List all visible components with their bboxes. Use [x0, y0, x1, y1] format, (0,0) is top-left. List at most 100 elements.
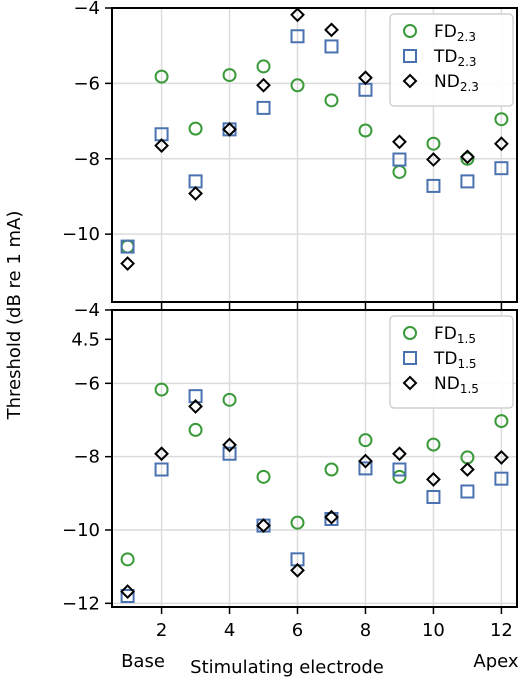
legend-td-marker — [403, 49, 417, 63]
td-point — [392, 152, 407, 167]
td-point — [324, 512, 339, 526]
fd-point — [494, 414, 509, 429]
bottom-plot-frame — [111, 309, 518, 608]
legend-nd-marker — [402, 375, 418, 391]
y-tick-label: −6 — [73, 373, 100, 394]
td-point — [120, 589, 135, 603]
td-point — [460, 174, 475, 189]
nd-point — [222, 437, 237, 453]
td-point — [392, 462, 407, 477]
x-tick-label: 4 — [224, 620, 235, 641]
nd-point — [460, 462, 475, 477]
x-tick-label: 12 — [490, 620, 513, 641]
y-tick-label: −4 — [73, 300, 100, 321]
nd-point — [426, 152, 441, 167]
fd-point — [324, 93, 339, 108]
y-tick-label: −4 — [73, 0, 100, 19]
td-point — [154, 462, 169, 477]
x-tick-label: 8 — [360, 620, 371, 641]
td-point — [188, 174, 203, 189]
fd-point — [222, 68, 237, 83]
nd-point — [358, 70, 373, 86]
nd-point — [324, 22, 339, 38]
nd-point — [256, 518, 271, 534]
fd-point — [290, 515, 305, 530]
td-point — [494, 471, 509, 486]
x-tick-label: 2 — [156, 620, 167, 641]
fd-point — [494, 112, 509, 127]
fd-point — [120, 552, 135, 567]
td-point — [358, 461, 373, 476]
fd-point — [120, 239, 135, 254]
bottom-legend — [389, 315, 514, 409]
nd-point — [392, 134, 407, 150]
y-tick-label: −10 — [62, 224, 100, 245]
nd-point — [154, 446, 169, 462]
nd-point — [154, 138, 169, 153]
fd-point — [426, 136, 441, 151]
fd-point — [426, 437, 441, 452]
nd-point — [290, 562, 305, 578]
y-tick-label: −6 — [73, 73, 100, 94]
nd-point — [188, 186, 203, 201]
x-tick-label: 6 — [292, 620, 303, 641]
td-point — [426, 178, 441, 193]
y-tick-label: 4.5 — [71, 329, 100, 350]
top-legend — [389, 13, 514, 107]
y-tick-label: −8 — [73, 149, 100, 170]
fd-point — [188, 422, 203, 437]
legend-nd-marker — [402, 73, 418, 89]
fd-point — [324, 462, 339, 477]
nd-point — [290, 7, 305, 23]
fd-point — [256, 469, 271, 484]
fd-point — [392, 164, 407, 179]
fd-point — [358, 433, 373, 448]
x-tick-label: 10 — [422, 620, 445, 641]
fd-point — [290, 78, 305, 93]
fd-point — [154, 382, 169, 397]
y-tick-label: −10 — [62, 520, 100, 541]
nd-point — [493, 449, 509, 465]
nd-point — [120, 584, 136, 600]
fd-point — [358, 123, 373, 138]
nd-point — [358, 453, 373, 469]
td-point — [494, 161, 509, 176]
nd-point — [120, 256, 136, 271]
fd-point — [256, 59, 271, 74]
x-axis-label: Stimulating electrode — [190, 657, 384, 678]
y-tick-label: −8 — [73, 447, 100, 468]
legend-fd-marker — [403, 326, 417, 340]
td-point — [222, 446, 237, 461]
nd-point — [188, 399, 203, 414]
base-label: Base — [121, 651, 165, 672]
nd-point — [493, 136, 509, 152]
fd-point — [154, 69, 169, 84]
legend-td-marker — [403, 351, 417, 365]
td-point — [290, 29, 305, 44]
td-point — [188, 389, 203, 404]
td-point — [426, 490, 441, 504]
top-plot-frame — [111, 7, 518, 303]
td-point — [460, 484, 475, 499]
apex-label: Apex — [473, 651, 518, 672]
nd-point — [256, 77, 271, 93]
nd-point — [392, 446, 407, 462]
fd-point — [188, 121, 203, 136]
fd-point — [392, 469, 407, 484]
nd-point — [222, 121, 237, 137]
legend-fd-marker — [403, 24, 417, 38]
td-point — [256, 100, 271, 115]
y-axis-label: Threshold (dB re 1 mA) — [4, 211, 25, 421]
fd-point — [460, 151, 475, 166]
nd-point — [324, 509, 339, 525]
y-tick-label: −12 — [62, 593, 100, 614]
td-point — [120, 239, 135, 254]
nd-point — [460, 149, 475, 165]
nd-point — [426, 471, 441, 487]
td-point — [324, 39, 339, 54]
fd-point — [222, 392, 237, 407]
